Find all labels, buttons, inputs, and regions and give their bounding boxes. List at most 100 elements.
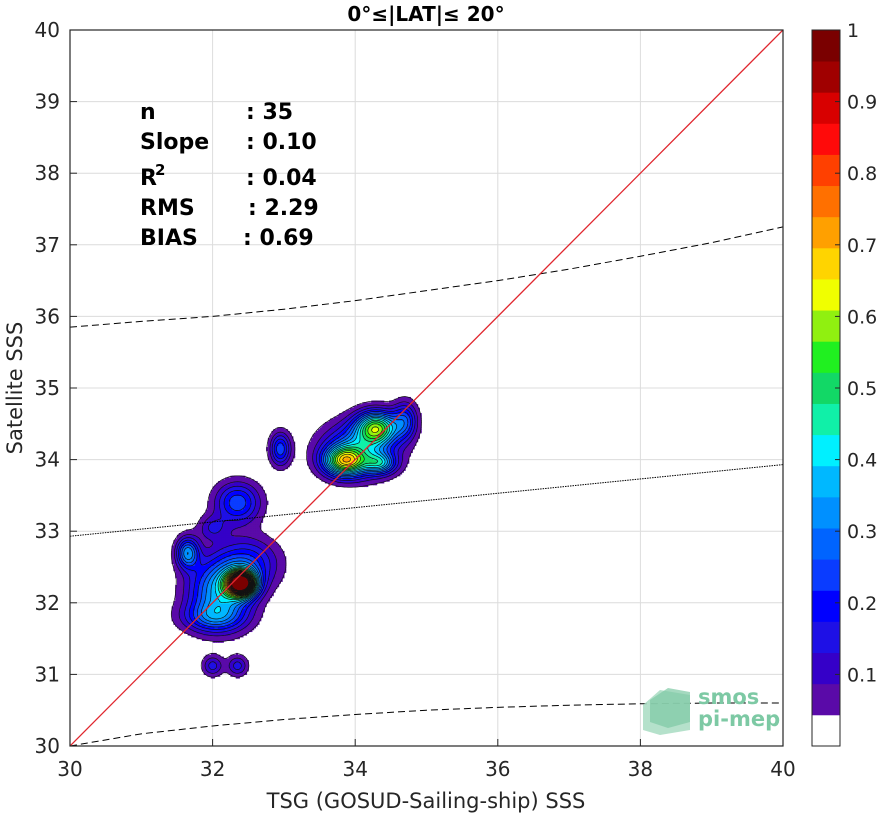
- density-cell: [239, 613, 242, 616]
- density-cell: [178, 556, 182, 559]
- density-cell: [180, 590, 183, 593]
- density-cell: [196, 629, 199, 633]
- density-cell: [178, 575, 182, 579]
- density-cell: [255, 482, 258, 486]
- density-cell: [248, 547, 251, 550]
- density-cell: [278, 577, 281, 581]
- density-cell: [225, 561, 228, 565]
- density-cell: [189, 577, 192, 581]
- density-cell: [214, 672, 217, 675]
- density-cell: [200, 629, 203, 633]
- density-cell: [185, 547, 189, 550]
- density-cell: [250, 507, 253, 511]
- density-cell: [260, 534, 264, 538]
- density-cell: [180, 570, 183, 573]
- density-cell: [189, 559, 192, 563]
- density-cell: [216, 622, 219, 625]
- density-cell: [269, 579, 273, 582]
- density-cell: [257, 484, 260, 488]
- density-cell: [207, 504, 210, 507]
- density-cell: [214, 531, 217, 534]
- density-cell: [207, 513, 210, 516]
- density-cell: [217, 506, 221, 509]
- density-cell: [185, 592, 189, 595]
- density-cell: [235, 579, 239, 582]
- density-cell: [191, 626, 194, 629]
- density-cell: [230, 488, 233, 491]
- density-cell: [258, 534, 262, 538]
- density-cell: [232, 606, 235, 609]
- density-cell: [233, 495, 237, 498]
- density-cell: [221, 609, 224, 613]
- density-cell: [216, 525, 219, 529]
- density-cell: [212, 618, 215, 622]
- density-cell: [175, 601, 178, 604]
- density-cell: [242, 559, 246, 563]
- density-cell: [239, 670, 242, 674]
- density-cell: [258, 536, 262, 539]
- density-cell: [251, 550, 255, 554]
- density-cell: [266, 599, 269, 602]
- density-cell: [264, 601, 267, 604]
- density-cell: [264, 597, 267, 600]
- density-cell: [223, 624, 226, 627]
- density-cell: [210, 515, 214, 518]
- density-cell: [207, 608, 210, 611]
- density-cell: [251, 491, 255, 495]
- density-cell: [241, 629, 244, 633]
- density-cell: [346, 473, 349, 477]
- density-cell: [233, 481, 237, 484]
- density-cell: [235, 516, 239, 520]
- density-cell: [184, 575, 187, 579]
- density-cell: [187, 552, 191, 556]
- density-cell: [216, 493, 219, 496]
- density-cell: [278, 547, 281, 550]
- density-cell: [210, 575, 214, 579]
- density-cell: [207, 540, 210, 543]
- density-cell: [323, 479, 326, 482]
- density-cell: [180, 583, 183, 586]
- density-cell: [241, 518, 244, 522]
- density-cell: [266, 565, 269, 568]
- density-cell: [223, 660, 226, 663]
- density-cell: [182, 609, 185, 613]
- density-cell: [223, 541, 226, 545]
- density-cell: [237, 536, 240, 539]
- density-cell: [308, 464, 312, 468]
- density-cell: [175, 561, 178, 565]
- density-cell: [182, 606, 185, 609]
- density-cell: [194, 541, 198, 545]
- density-cell: [225, 667, 228, 670]
- density-cell: [262, 608, 265, 611]
- density-cell: [194, 558, 198, 561]
- density-cell: [203, 661, 207, 665]
- density-cell: [221, 670, 224, 674]
- density-cell: [207, 515, 210, 518]
- density-cell: [173, 543, 176, 547]
- density-cell: [235, 524, 239, 527]
- density-cell: [214, 670, 217, 674]
- density-cell: [209, 581, 212, 584]
- density-cell: [241, 577, 244, 581]
- density-cell: [255, 502, 258, 505]
- density-cell: [253, 549, 256, 552]
- density-cell: [258, 568, 262, 572]
- density-cell: [233, 595, 237, 599]
- density-cell: [260, 497, 264, 500]
- density-cell: [216, 602, 219, 606]
- density-cell: [191, 556, 194, 559]
- density-cell: [214, 490, 217, 493]
- density-cell: [176, 620, 180, 624]
- density-cell: [278, 549, 281, 552]
- density-cell: [241, 581, 244, 584]
- density-cell: [226, 665, 230, 668]
- density-cell: [175, 593, 178, 597]
- density-cell: [207, 631, 210, 634]
- density-cell: [207, 617, 210, 620]
- density-cell: [244, 506, 248, 509]
- density-cell: [226, 513, 230, 516]
- density-cell: [200, 635, 203, 638]
- density-cell: [214, 502, 217, 505]
- density-cell: [269, 586, 273, 590]
- density-cell: [232, 547, 235, 550]
